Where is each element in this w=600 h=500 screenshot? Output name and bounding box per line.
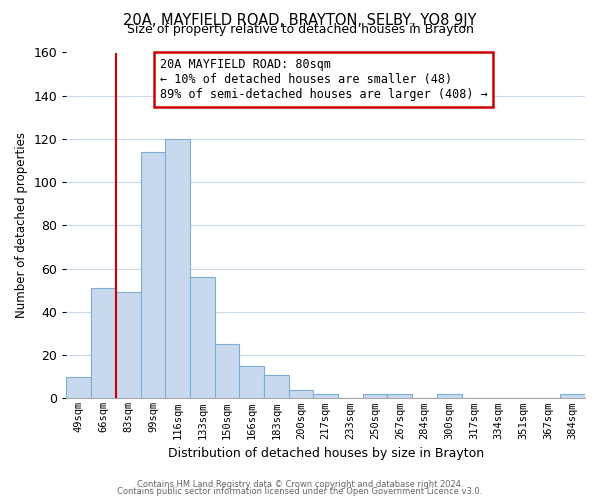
- Bar: [264, 374, 289, 398]
- Bar: [239, 366, 264, 398]
- X-axis label: Distribution of detached houses by size in Brayton: Distribution of detached houses by size …: [167, 447, 484, 460]
- Bar: [313, 394, 338, 398]
- Y-axis label: Number of detached properties: Number of detached properties: [15, 132, 28, 318]
- Bar: [437, 394, 461, 398]
- Text: 20A, MAYFIELD ROAD, BRAYTON, SELBY, YO8 9JY: 20A, MAYFIELD ROAD, BRAYTON, SELBY, YO8 …: [123, 12, 477, 28]
- Text: Contains HM Land Registry data © Crown copyright and database right 2024.: Contains HM Land Registry data © Crown c…: [137, 480, 463, 489]
- Text: 20A MAYFIELD ROAD: 80sqm
← 10% of detached houses are smaller (48)
89% of semi-d: 20A MAYFIELD ROAD: 80sqm ← 10% of detach…: [160, 58, 488, 100]
- Bar: [67, 377, 91, 398]
- Bar: [363, 394, 388, 398]
- Bar: [560, 394, 585, 398]
- Bar: [215, 344, 239, 399]
- Bar: [165, 139, 190, 398]
- Text: Size of property relative to detached houses in Brayton: Size of property relative to detached ho…: [127, 22, 473, 36]
- Bar: [91, 288, 116, 399]
- Bar: [388, 394, 412, 398]
- Bar: [289, 390, 313, 398]
- Bar: [140, 152, 165, 398]
- Bar: [190, 278, 215, 398]
- Bar: [116, 292, 140, 399]
- Text: Contains public sector information licensed under the Open Government Licence v3: Contains public sector information licen…: [118, 487, 482, 496]
